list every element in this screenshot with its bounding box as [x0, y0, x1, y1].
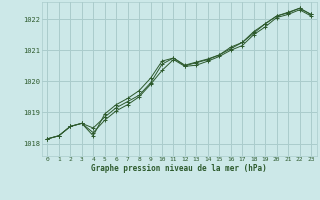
X-axis label: Graphe pression niveau de la mer (hPa): Graphe pression niveau de la mer (hPa) — [91, 164, 267, 173]
